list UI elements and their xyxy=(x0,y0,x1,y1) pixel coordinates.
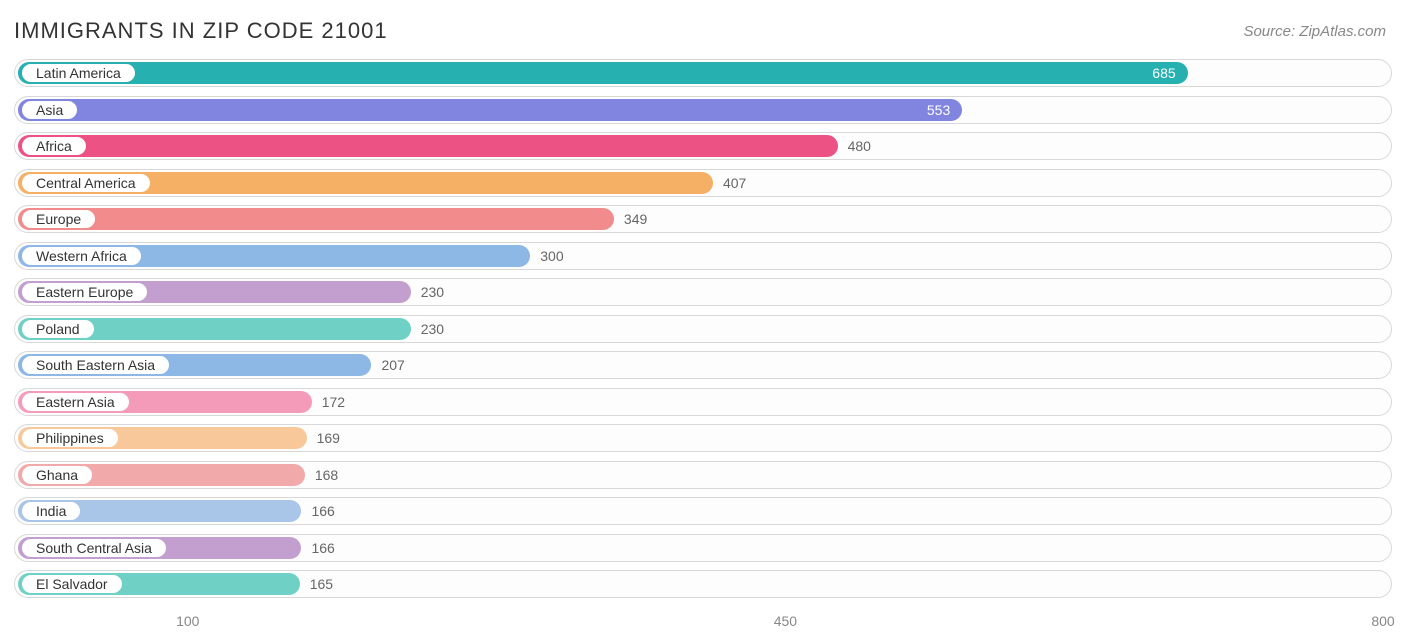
bar-row: Eastern Asia 172 xyxy=(14,388,1392,416)
bar-value: 349 xyxy=(624,206,647,232)
bar-row: Africa 480 xyxy=(14,132,1392,160)
axis-tick: 800 xyxy=(1371,613,1394,629)
bar-row: South Eastern Asia 207 xyxy=(14,351,1392,379)
bar-row: Ghana 168 xyxy=(14,461,1392,489)
bar-value: 207 xyxy=(381,352,404,378)
chart-source: Source: ZipAtlas.com xyxy=(1243,23,1386,40)
bar-label: Ghana xyxy=(21,465,93,485)
bar-fill xyxy=(18,208,614,230)
bar-row: Western Africa 300 xyxy=(14,242,1392,270)
bar-value: 165 xyxy=(310,571,333,597)
bar-label: Eastern Europe xyxy=(21,282,148,302)
bar-row: El Salvador 165 xyxy=(14,570,1392,598)
chart-title: IMMIGRANTS IN ZIP CODE 21001 xyxy=(14,18,388,44)
bar-label: Asia xyxy=(21,100,78,120)
bar-label: Central America xyxy=(21,173,151,193)
bar-fill xyxy=(18,99,962,121)
bar-label: Poland xyxy=(21,319,95,339)
bar-value: 407 xyxy=(723,170,746,196)
bar-row: Eastern Europe 230 xyxy=(14,278,1392,306)
bar-label: Latin America xyxy=(21,63,136,83)
axis-tick: 450 xyxy=(774,613,797,629)
bar-row: India 166 xyxy=(14,497,1392,525)
bar-value: 166 xyxy=(311,535,334,561)
bar-label: South Eastern Asia xyxy=(21,355,170,375)
bar-value: 685 xyxy=(1152,60,1191,86)
bar-row: South Central Asia 166 xyxy=(14,534,1392,562)
x-axis: 100 450 800 xyxy=(14,607,1392,637)
bar-row: Asia 553 xyxy=(14,96,1392,124)
bar-value: 230 xyxy=(421,279,444,305)
bar-label: Eastern Asia xyxy=(21,392,130,412)
bar-value: 168 xyxy=(315,462,338,488)
bar-row: Central America 407 xyxy=(14,169,1392,197)
bar-value: 230 xyxy=(421,316,444,342)
bar-value: 553 xyxy=(927,97,966,123)
bar-label: Philippines xyxy=(21,428,119,448)
bar-label: Europe xyxy=(21,209,96,229)
bar-row: Philippines 169 xyxy=(14,424,1392,452)
axis-tick: 100 xyxy=(176,613,199,629)
bar-label: India xyxy=(21,501,81,521)
bar-label: Western Africa xyxy=(21,246,142,266)
bar-value: 169 xyxy=(317,425,340,451)
chart-header: IMMIGRANTS IN ZIP CODE 21001 Source: Zip… xyxy=(0,0,1406,54)
bar-label: South Central Asia xyxy=(21,538,167,558)
bar-value: 480 xyxy=(848,133,871,159)
bar-row: Poland 230 xyxy=(14,315,1392,343)
bar-fill xyxy=(18,135,838,157)
bar-label: Africa xyxy=(21,136,87,156)
bar-label: El Salvador xyxy=(21,574,123,594)
bar-row: Latin America 685 xyxy=(14,59,1392,87)
bar-value: 172 xyxy=(322,389,345,415)
bar-value: 300 xyxy=(540,243,563,269)
bar-row: Europe 349 xyxy=(14,205,1392,233)
bar-fill xyxy=(18,62,1188,84)
bar-value: 166 xyxy=(311,498,334,524)
bar-chart: Latin America 685 Asia 553 Africa 480 Central … xyxy=(0,54,1406,598)
